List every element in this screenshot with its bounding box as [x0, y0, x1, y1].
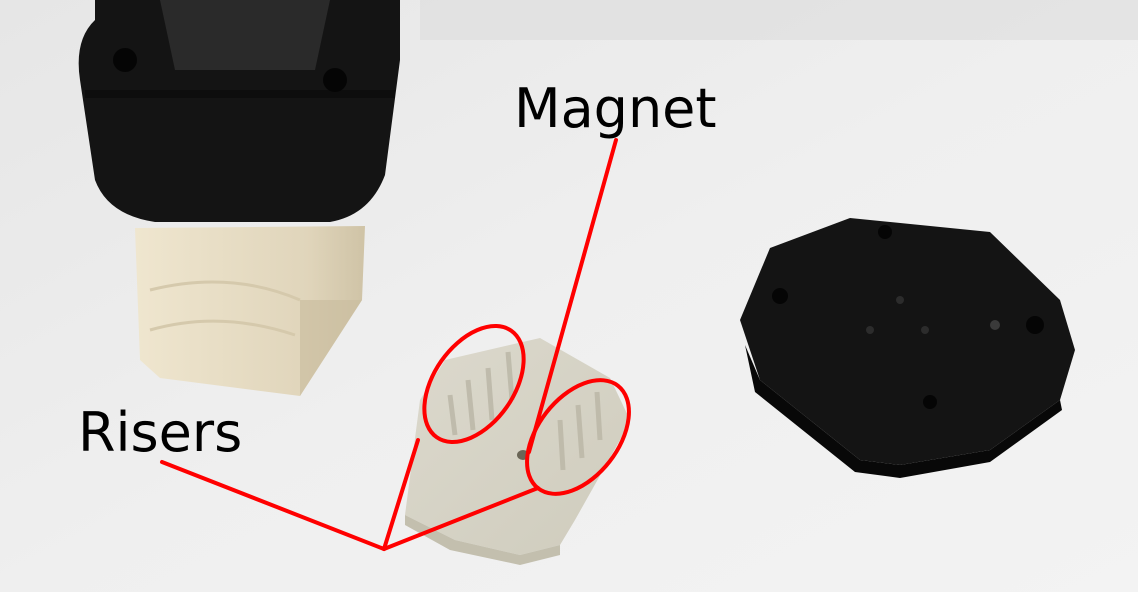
wood-block	[135, 226, 365, 396]
printed-housing	[78, 0, 401, 222]
risers-pointer-left-branch	[382, 438, 420, 551]
risers-label: Risers	[78, 401, 243, 464]
wall-background	[420, 0, 1138, 40]
riser-highlight-left	[422, 324, 526, 444]
printed-plate	[740, 218, 1075, 478]
risers-pointer-right-branch	[382, 486, 540, 551]
magnet-label: Magnet	[514, 77, 717, 140]
risers-pointer-line	[160, 460, 386, 551]
translucent-part	[405, 338, 630, 565]
annotation-overlay	[160, 138, 631, 551]
magnet-pointer-line	[527, 138, 618, 454]
